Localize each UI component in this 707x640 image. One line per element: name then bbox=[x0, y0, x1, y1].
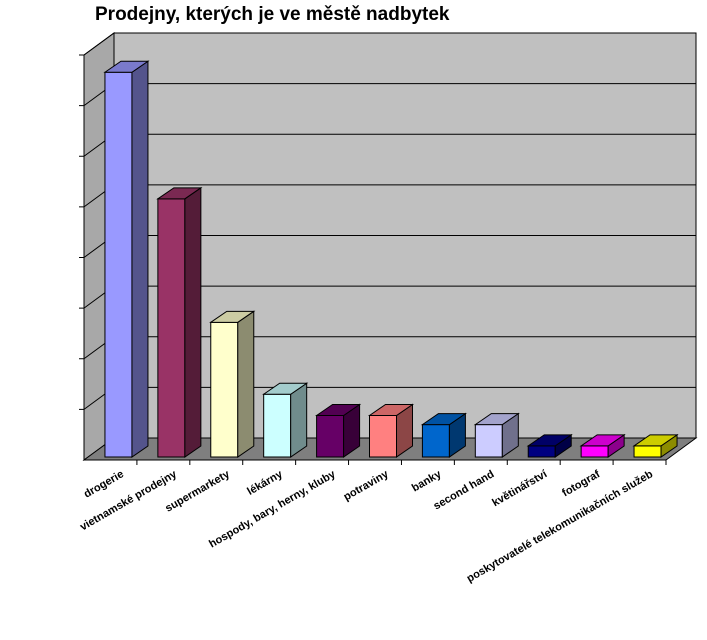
bar-top bbox=[420, 413, 468, 426]
bar-2 bbox=[156, 186, 203, 458]
bar-front bbox=[157, 198, 186, 458]
bar-side bbox=[131, 60, 149, 458]
x-tick-label: fotograf bbox=[560, 468, 602, 499]
bar-front bbox=[474, 424, 503, 458]
bar-front bbox=[316, 414, 345, 458]
bar-top bbox=[632, 434, 679, 447]
bar-top bbox=[156, 187, 203, 200]
x-tick-label: drogerie bbox=[82, 468, 126, 500]
x-tick-label: lékárny bbox=[245, 468, 285, 498]
bar-top bbox=[367, 403, 415, 416]
x-tick-label: poskytovatelé telekomunikačních služeb bbox=[465, 468, 655, 585]
bar-1 bbox=[103, 60, 150, 458]
bar-10 bbox=[579, 433, 626, 458]
bar-top bbox=[103, 60, 150, 73]
bar-5 bbox=[314, 403, 362, 458]
bar-7 bbox=[420, 412, 468, 458]
bar-top bbox=[579, 434, 626, 447]
bar-top bbox=[526, 434, 573, 447]
bar-side bbox=[237, 310, 255, 458]
bar-front bbox=[527, 445, 556, 458]
bar-top bbox=[209, 310, 256, 323]
bar-front bbox=[580, 445, 609, 458]
bar-front bbox=[369, 414, 397, 458]
bars bbox=[103, 60, 679, 458]
bar-front bbox=[633, 445, 662, 458]
bar-side bbox=[184, 186, 202, 458]
chart-title: Prodejny, kterých je ve městě nadbytek bbox=[95, 4, 450, 25]
gridline bbox=[83, 32, 696, 56]
bar-3 bbox=[209, 310, 256, 458]
bar-11 bbox=[632, 433, 679, 458]
x-tick-label: potraviny bbox=[342, 468, 392, 504]
bar-front bbox=[104, 71, 133, 458]
x-tick-label: second hand bbox=[432, 468, 497, 512]
bar-6 bbox=[367, 403, 415, 458]
bar-8 bbox=[473, 412, 520, 458]
x-tick-label: banky bbox=[410, 468, 444, 495]
bar-front bbox=[421, 424, 450, 458]
bar-top bbox=[473, 413, 520, 426]
x-tick-label: vietnamské prodejny bbox=[78, 468, 180, 534]
bar-front bbox=[210, 321, 239, 458]
bar-top bbox=[262, 382, 309, 395]
x-tick-label: květinářství bbox=[490, 468, 550, 509]
bar-side bbox=[290, 382, 308, 458]
bar-top bbox=[314, 403, 362, 416]
bar-9 bbox=[526, 433, 573, 458]
bar-front bbox=[263, 393, 292, 458]
bar-4 bbox=[262, 382, 309, 458]
